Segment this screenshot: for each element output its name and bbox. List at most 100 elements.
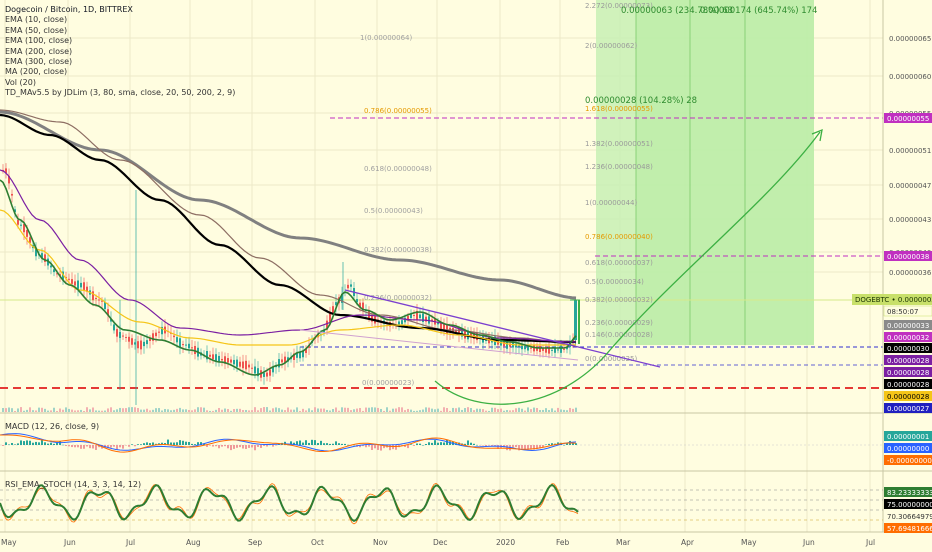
candle-body: [98, 299, 100, 301]
volume-bar: [92, 407, 94, 412]
candle-body: [293, 353, 295, 360]
candle-body: [332, 306, 334, 314]
volume-bar: [344, 407, 346, 412]
volume-bar: [5, 408, 7, 412]
volume-bar: [50, 410, 52, 412]
legend-ema300[interactable]: EMA (300, close): [5, 57, 73, 67]
price-badge-5: 0.00000028: [887, 357, 929, 365]
legend-td-ma[interactable]: TD_MAv5.5 by JDLim (3, 80, sma, close, 2…: [5, 88, 236, 98]
x-tick-label-5: Oct: [311, 538, 324, 547]
volume-bar: [320, 408, 322, 412]
macd-hist-bar: [449, 441, 451, 445]
macd-hist-bar: [17, 443, 19, 445]
legend-ema50[interactable]: EMA (50, close): [5, 25, 68, 35]
volume-bar: [191, 410, 193, 412]
price-badge-3: 0.00000032: [887, 334, 929, 342]
volume-bar: [146, 408, 148, 412]
volume-bar: [224, 408, 226, 412]
price-badge-6: 0.00000028: [887, 369, 929, 377]
rsi-label[interactable]: RSI_EMA_STOCH (14, 3, 3, 14, 12): [5, 480, 142, 489]
volume-bar: [422, 409, 424, 412]
legend-ema10[interactable]: EMA (10, close): [5, 15, 68, 25]
volume-bar: [164, 408, 166, 412]
candle-body: [335, 302, 337, 306]
candle-body: [254, 366, 256, 374]
candle-body: [191, 347, 193, 349]
volume-bar: [434, 409, 436, 412]
macd-hist-bar: [68, 445, 70, 447]
legend-ma200[interactable]: MA (200, close): [5, 67, 68, 77]
macd-hist-bar: [215, 445, 217, 447]
candle-body: [455, 330, 457, 333]
macd-hist-bar: [419, 443, 421, 445]
candle-body: [206, 351, 208, 360]
volume-bar: [281, 409, 283, 412]
candle-body: [152, 333, 154, 341]
candle-body: [122, 335, 124, 337]
x-tick-label-10: Mar: [616, 538, 631, 547]
macd-hist-bar: [329, 443, 331, 445]
volume-bar: [95, 410, 97, 412]
candle-body: [257, 368, 259, 377]
volume-bar: [536, 407, 538, 412]
fib-right-label-6: 0.786(0.00000040): [585, 233, 653, 241]
x-tick-label-9: Feb: [556, 538, 570, 547]
macd-hist-bar: [533, 445, 535, 450]
macd-hist-bar: [131, 444, 133, 445]
ema100-line: [0, 169, 577, 343]
volume-bar: [470, 408, 472, 412]
volume-bar: [359, 407, 361, 412]
macd-hist-bar: [413, 445, 415, 446]
volume-bar: [410, 409, 412, 412]
macd-label[interactable]: MACD (12, 26, close, 9): [5, 422, 100, 431]
macd-badge-bg-0: [884, 431, 932, 441]
candle-body: [215, 354, 217, 362]
fib-left-label-5: 0.236(0.00000032): [364, 294, 432, 302]
volume-bar: [572, 408, 574, 412]
volume-bar: [8, 407, 10, 412]
macd-hist-bar: [71, 445, 73, 448]
candle-body: [518, 345, 520, 347]
last-price-badge: DOGEBTC • 0.00000033: [855, 296, 932, 304]
legend-ema100[interactable]: EMA (100, close): [5, 36, 73, 46]
rsi-badge-bg-0: [884, 487, 932, 497]
candle-body: [284, 356, 286, 364]
legend-vol[interactable]: Vol (20): [5, 77, 36, 87]
macd-hist-bar: [548, 443, 550, 445]
volume-bar: [23, 410, 25, 412]
volume-bar: [233, 409, 235, 412]
volume-bar: [236, 408, 238, 412]
candle-body: [92, 291, 94, 301]
macd-badge-bg-1: [884, 443, 932, 453]
candle-body: [155, 332, 157, 337]
volume-bar: [485, 410, 487, 412]
candle-body: [299, 351, 301, 359]
candle-body: [437, 322, 439, 325]
candle-body: [29, 237, 31, 243]
volume-bar: [56, 410, 58, 412]
macd-hist-bar: [575, 443, 577, 445]
macd-hist-bar: [8, 444, 10, 445]
candle-body: [149, 338, 151, 341]
candle-body: [242, 361, 244, 369]
volume-bar: [305, 410, 307, 412]
volume-bar: [533, 407, 535, 412]
volume-bar: [260, 408, 262, 412]
macd-hist-bar: [443, 442, 445, 445]
candle-body: [272, 367, 274, 373]
candle-body: [23, 224, 25, 233]
rsi-badge-1: 75.00000000: [887, 501, 932, 509]
macd-hist-bar: [74, 445, 76, 448]
fib-left-label-6: 0(0.00000023): [362, 379, 414, 387]
macd-hist-bar: [551, 443, 553, 445]
fib-right-label-12: 0(0.00000025): [585, 355, 637, 363]
price-badge-bg-1: [884, 251, 932, 261]
macd-hist-bar: [32, 442, 34, 445]
trendline-down: [344, 289, 661, 368]
volume-bar: [86, 407, 88, 412]
legend-ema200[interactable]: EMA (200, close): [5, 46, 73, 56]
macd-signal-line: [0, 434, 577, 453]
macd-hist-bar: [260, 445, 262, 448]
volume-bar: [464, 408, 466, 412]
